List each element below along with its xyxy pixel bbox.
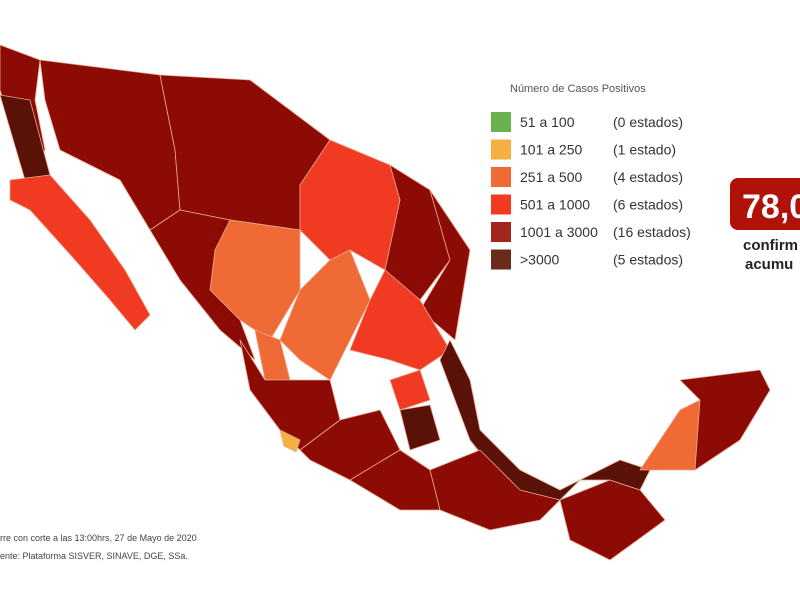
- state: [559, 479, 666, 561]
- state: [389, 369, 431, 411]
- state: [439, 339, 581, 501]
- state: [349, 269, 451, 371]
- state: [9, 174, 151, 331]
- legend-range: 51 a 100: [520, 114, 575, 130]
- state: [279, 429, 301, 453]
- legend-range: >3000: [520, 252, 560, 268]
- footer-line: rre con corte a las 13:00hrs, 27 de Mayo…: [0, 533, 197, 543]
- state: [419, 189, 471, 341]
- legend-count: (1 estado): [613, 142, 676, 158]
- state: [399, 404, 441, 451]
- legend-range: 501 a 1000: [520, 197, 590, 213]
- badge-line: confirm: [743, 237, 798, 254]
- state: [679, 369, 771, 471]
- legend-count: (6 estados): [613, 197, 683, 213]
- legend-swatch: [491, 249, 511, 270]
- legend-range: 101 a 250: [520, 142, 582, 158]
- legend-count: (16 estados): [613, 224, 691, 240]
- state: [279, 249, 371, 381]
- state: [639, 399, 701, 471]
- legend-swatch: [491, 112, 511, 132]
- legend-swatch: [491, 167, 511, 187]
- state: [579, 459, 651, 491]
- map: [0, 44, 771, 561]
- badge: [730, 178, 800, 230]
- legend-swatch: [491, 222, 511, 242]
- legend-range: 251 a 500: [520, 169, 582, 185]
- legend: 51 a 100 (0 estados) 101 a 250 (1 estado) 25…: [491, 112, 691, 270]
- legend-count: (5 estados): [613, 252, 683, 268]
- badge-value: 78,0: [742, 188, 800, 226]
- legend-count: (0 estados): [613, 114, 683, 130]
- legend-swatch: [491, 194, 511, 215]
- badge-line: acumu: [745, 256, 793, 273]
- legend-count: (4 estados): [613, 169, 683, 185]
- state: [429, 449, 561, 531]
- legend-title: Número de Casos Positivos: [510, 83, 646, 95]
- legend-range: 1001 a 3000: [520, 224, 598, 240]
- legend-swatch: [491, 139, 511, 160]
- footer-line: ente: Plataforma SISVER, SINAVE, DGE, SS…: [0, 551, 188, 561]
- state: [149, 209, 256, 361]
